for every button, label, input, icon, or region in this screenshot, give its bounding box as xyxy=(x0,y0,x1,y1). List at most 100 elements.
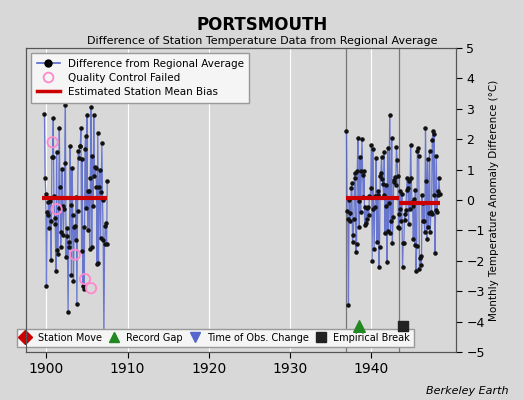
Point xyxy=(364,204,372,210)
Point xyxy=(379,181,387,188)
Point xyxy=(362,220,370,226)
Point xyxy=(67,272,75,278)
Point xyxy=(425,148,434,154)
Point xyxy=(50,214,59,221)
Point xyxy=(92,165,100,171)
Point xyxy=(69,278,78,284)
Point xyxy=(429,192,438,198)
Point xyxy=(395,225,403,231)
Point xyxy=(378,176,386,182)
Point xyxy=(73,301,81,308)
Point xyxy=(96,166,104,173)
Point xyxy=(350,216,358,222)
Point xyxy=(347,184,355,191)
Point xyxy=(407,175,416,181)
Point xyxy=(53,247,61,254)
Point xyxy=(369,206,378,212)
Point xyxy=(94,260,103,266)
Point xyxy=(75,155,83,162)
Point xyxy=(79,283,87,289)
Point xyxy=(394,173,402,180)
Point xyxy=(90,172,99,179)
Point xyxy=(395,211,403,218)
Point xyxy=(344,302,353,308)
Point xyxy=(408,199,416,206)
Point xyxy=(348,239,357,245)
Point xyxy=(59,203,67,209)
Text: Difference of Station Temperature Data from Regional Average: Difference of Station Temperature Data f… xyxy=(87,36,437,46)
Point xyxy=(365,193,374,200)
Point xyxy=(83,112,91,118)
Text: PORTSMOUTH: PORTSMOUTH xyxy=(196,16,328,34)
Point xyxy=(54,205,63,211)
Point xyxy=(51,221,59,227)
Legend: Station Move, Record Gap, Time of Obs. Change, Empirical Break: Station Move, Record Gap, Time of Obs. C… xyxy=(17,329,414,347)
Point xyxy=(384,228,392,234)
Point xyxy=(409,236,418,242)
Point xyxy=(86,175,94,181)
Point xyxy=(346,218,355,224)
Point xyxy=(354,198,363,204)
Point xyxy=(430,131,439,137)
Point xyxy=(81,146,89,152)
Point xyxy=(402,187,411,193)
Point xyxy=(433,209,441,215)
Point xyxy=(393,157,401,163)
Point xyxy=(422,178,430,184)
Point xyxy=(379,192,388,198)
Point xyxy=(388,240,397,246)
Point xyxy=(70,223,79,230)
Point xyxy=(63,233,72,240)
Point xyxy=(352,248,360,255)
Point xyxy=(405,178,413,184)
Point xyxy=(99,196,107,203)
Point xyxy=(431,207,440,213)
Point xyxy=(435,191,444,197)
Point xyxy=(356,209,365,216)
Point xyxy=(431,250,439,256)
Point xyxy=(62,225,71,231)
Point xyxy=(421,125,430,132)
Point xyxy=(72,194,80,200)
Point xyxy=(384,145,392,151)
Point xyxy=(71,252,79,258)
Point xyxy=(55,125,63,132)
Point xyxy=(423,236,431,243)
Point xyxy=(391,182,400,188)
Point xyxy=(417,262,425,268)
Point xyxy=(90,112,98,118)
Point xyxy=(392,144,401,150)
Point xyxy=(366,194,374,201)
Point xyxy=(387,218,395,224)
Point xyxy=(403,175,411,181)
Point xyxy=(419,200,428,206)
Point xyxy=(391,173,399,180)
Point xyxy=(365,212,373,218)
Point xyxy=(385,200,393,206)
Point xyxy=(402,207,410,214)
Point xyxy=(373,188,381,195)
Point xyxy=(423,156,432,162)
Point xyxy=(386,230,395,236)
Point xyxy=(342,128,351,134)
Point xyxy=(81,132,90,139)
Point xyxy=(42,283,51,290)
Point xyxy=(367,141,376,148)
Point xyxy=(89,202,97,209)
Point xyxy=(74,148,82,154)
Point xyxy=(383,259,391,266)
Point xyxy=(399,240,407,246)
Point xyxy=(396,206,405,212)
Point xyxy=(376,173,385,180)
Point xyxy=(388,135,396,142)
Point xyxy=(58,166,66,172)
Point xyxy=(96,235,105,241)
Point xyxy=(102,240,111,247)
Point xyxy=(59,232,68,238)
Point xyxy=(368,146,377,152)
Point xyxy=(432,153,441,159)
Point xyxy=(370,204,379,210)
Point xyxy=(416,254,424,261)
Point xyxy=(347,180,356,186)
Point xyxy=(426,228,434,235)
